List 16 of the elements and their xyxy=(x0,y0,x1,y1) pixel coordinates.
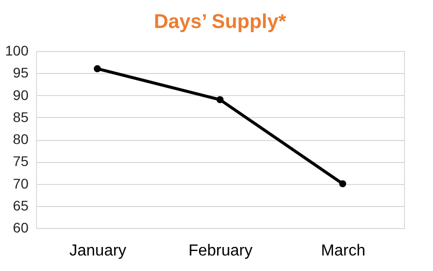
y-tick-label: 90 xyxy=(12,86,29,103)
x-tick-label: March xyxy=(320,242,366,260)
y-tick-label: 70 xyxy=(12,175,29,192)
y-tick-label: 80 xyxy=(12,131,29,147)
chart-title: Days’ Supply* xyxy=(154,11,286,33)
y-tick-label: 100 xyxy=(5,42,29,58)
y-tick-label: 95 xyxy=(12,64,29,81)
x-tick-label: February xyxy=(188,242,253,260)
point xyxy=(339,180,346,188)
y-tick-label: 60 xyxy=(12,220,29,236)
y-tick-label: 85 xyxy=(12,108,29,125)
y-tick-label: 75 xyxy=(12,153,29,170)
point xyxy=(216,96,224,104)
y-tick-label: 65 xyxy=(12,197,29,214)
x-tick-label: January xyxy=(69,242,126,260)
point xyxy=(94,65,101,72)
